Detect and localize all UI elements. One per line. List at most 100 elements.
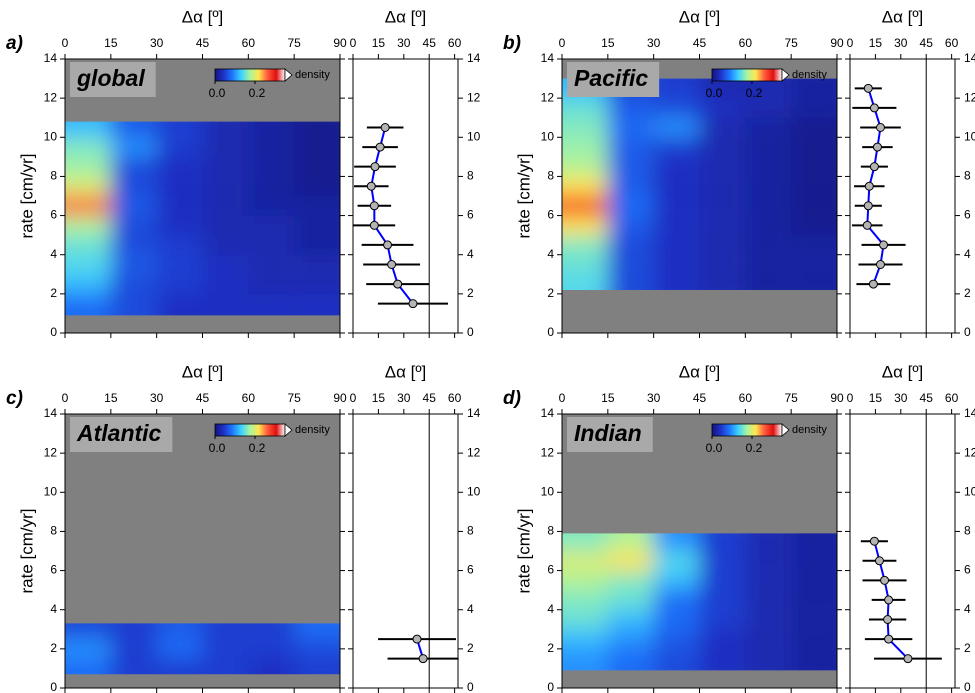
x-tick-label: 60 [739, 391, 753, 405]
x-axis-label: Δα [º] [679, 7, 721, 26]
mean-point [869, 103, 879, 113]
x-tick-label: 60 [448, 391, 462, 405]
x-tick-label: 60 [242, 391, 256, 405]
density-cell [562, 274, 608, 290]
y-axis-label: rate [cm/yr] [514, 153, 533, 238]
density-cell [653, 551, 700, 571]
x-tick-label: 45 [920, 391, 934, 405]
y-tick-label: 6 [964, 563, 971, 577]
density-cell [202, 137, 249, 157]
density-cell [294, 254, 340, 275]
y-tick-label: 12 [467, 445, 481, 459]
region-label-box [70, 62, 156, 97]
density-cell [607, 533, 654, 551]
colorbar [214, 423, 286, 437]
density-cell [202, 176, 249, 196]
density-cell [699, 629, 746, 649]
density-cell [699, 570, 746, 591]
density-cell [607, 629, 654, 649]
x-tick-label: 60 [242, 36, 256, 50]
density-cell [294, 215, 340, 236]
density-cell [791, 78, 837, 99]
y-tick-label: 6 [547, 563, 554, 577]
density-cell [791, 196, 837, 216]
density-cell [607, 274, 654, 290]
density-cell [110, 639, 157, 659]
y-tick-label: 0 [50, 680, 57, 693]
density-cell [745, 117, 792, 138]
density-cell [248, 121, 295, 138]
density-cell [156, 293, 203, 316]
y-tick-label: 10 [44, 484, 58, 498]
density-cell [202, 196, 249, 216]
density-cell [294, 274, 340, 294]
density-cell [156, 254, 203, 275]
density-cell [562, 590, 608, 610]
density-cell [745, 609, 792, 630]
density-field [65, 121, 340, 316]
density-cell [110, 274, 157, 294]
region-label: Atlantic [76, 420, 162, 446]
density-cell [653, 137, 700, 157]
density-cell [65, 639, 111, 659]
density-cell [607, 176, 654, 196]
y-tick-label: 14 [541, 51, 555, 65]
density-cell [156, 196, 203, 216]
x-tick-label: 90 [333, 391, 347, 405]
y-tick-label: 8 [50, 169, 57, 183]
density-cell [607, 254, 654, 275]
y-tick-label: 12 [44, 445, 58, 459]
x-axis-label: Δα [º] [882, 362, 924, 381]
y-tick-label: 0 [547, 680, 554, 693]
y-tick-label: 14 [467, 51, 481, 65]
density-cell [745, 590, 792, 610]
y-tick-label: 2 [964, 641, 971, 655]
y-tick-label: 2 [547, 286, 554, 300]
mean-point [863, 201, 873, 211]
y-tick-label: 14 [541, 406, 555, 420]
density-cell [562, 117, 608, 138]
density-cell [607, 590, 654, 610]
y-tick-label: 12 [964, 445, 975, 459]
region-label-box [70, 417, 173, 452]
colorbar [214, 68, 286, 82]
density-cell [653, 78, 700, 99]
density-cell [699, 274, 746, 290]
y-tick-label: 0 [50, 325, 57, 339]
density-cell [745, 648, 792, 671]
y-tick-label: 4 [50, 602, 57, 616]
density-cell [110, 121, 157, 138]
density-cell [65, 623, 111, 640]
x-tick-label: 30 [894, 391, 908, 405]
density-cell [65, 274, 111, 294]
x-tick-label: 45 [423, 36, 437, 50]
density-cell [699, 176, 746, 196]
density-cell [699, 551, 746, 571]
y-tick-label: 10 [467, 129, 481, 143]
y-tick-label: 6 [964, 208, 971, 222]
density-cell [699, 609, 746, 630]
density-cell [653, 533, 700, 551]
density-cells [562, 533, 837, 671]
y-tick-label: 14 [44, 51, 58, 65]
x-tick-label: 30 [647, 391, 661, 405]
y-tick-label: 12 [964, 90, 975, 104]
density-cell [294, 121, 340, 138]
density-cell [65, 215, 111, 236]
density-cell [791, 215, 837, 236]
plot-frame [849, 58, 956, 334]
density-cell [248, 215, 295, 236]
y-tick-label: 8 [50, 524, 57, 538]
y-tick-label: 0 [964, 680, 971, 693]
y-tick-label: 12 [467, 90, 481, 104]
density-cell [110, 658, 157, 675]
y-axis-label: rate [cm/yr] [17, 153, 36, 238]
density-cell [65, 254, 111, 275]
density-cell [294, 623, 340, 640]
y-axis-label: rate [cm/yr] [514, 508, 533, 593]
x-tick-label: 75 [287, 391, 301, 405]
density-cell [745, 254, 792, 275]
density-cell [745, 196, 792, 216]
plot-frame [352, 413, 459, 689]
density-cell [156, 274, 203, 294]
